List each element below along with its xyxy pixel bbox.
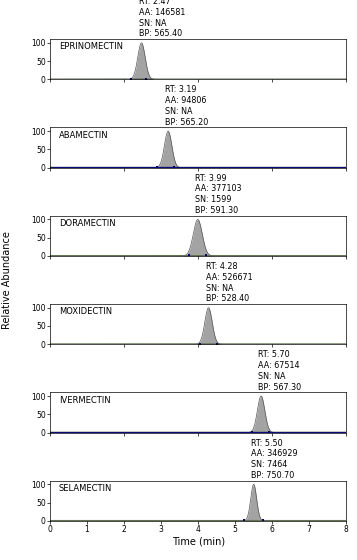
Text: MOXIDECTIN: MOXIDECTIN [59, 307, 112, 316]
Text: ABAMECTIN: ABAMECTIN [59, 130, 109, 139]
Text: SELAMECTIN: SELAMECTIN [59, 484, 112, 493]
X-axis label: Time (min): Time (min) [172, 536, 225, 547]
Text: RT: 4.28
AA: 526671
SN: NA
BP: 528.40: RT: 4.28 AA: 526671 SN: NA BP: 528.40 [206, 262, 252, 304]
Text: RT: 3.99
AA: 377103
SN: 1599
BP: 591.30: RT: 3.99 AA: 377103 SN: 1599 BP: 591.30 [195, 174, 241, 215]
Text: Relative Abundance: Relative Abundance [2, 231, 12, 329]
Text: EPRINOMECTIN: EPRINOMECTIN [59, 43, 123, 52]
Text: RT: 2.47
AA: 146581
SN: NA
BP: 565.40: RT: 2.47 AA: 146581 SN: NA BP: 565.40 [139, 0, 185, 39]
Text: DORAMECTIN: DORAMECTIN [59, 219, 116, 228]
Text: RT: 3.19
AA: 94806
SN: NA
BP: 565.20: RT: 3.19 AA: 94806 SN: NA BP: 565.20 [165, 86, 208, 127]
Text: RT: 5.70
AA: 67514
SN: NA
BP: 567.30: RT: 5.70 AA: 67514 SN: NA BP: 567.30 [258, 351, 301, 391]
Text: RT: 5.50
AA: 346929
SN: 7464
BP: 750.70: RT: 5.50 AA: 346929 SN: 7464 BP: 750.70 [251, 438, 297, 480]
Text: IVERMECTIN: IVERMECTIN [59, 395, 111, 404]
